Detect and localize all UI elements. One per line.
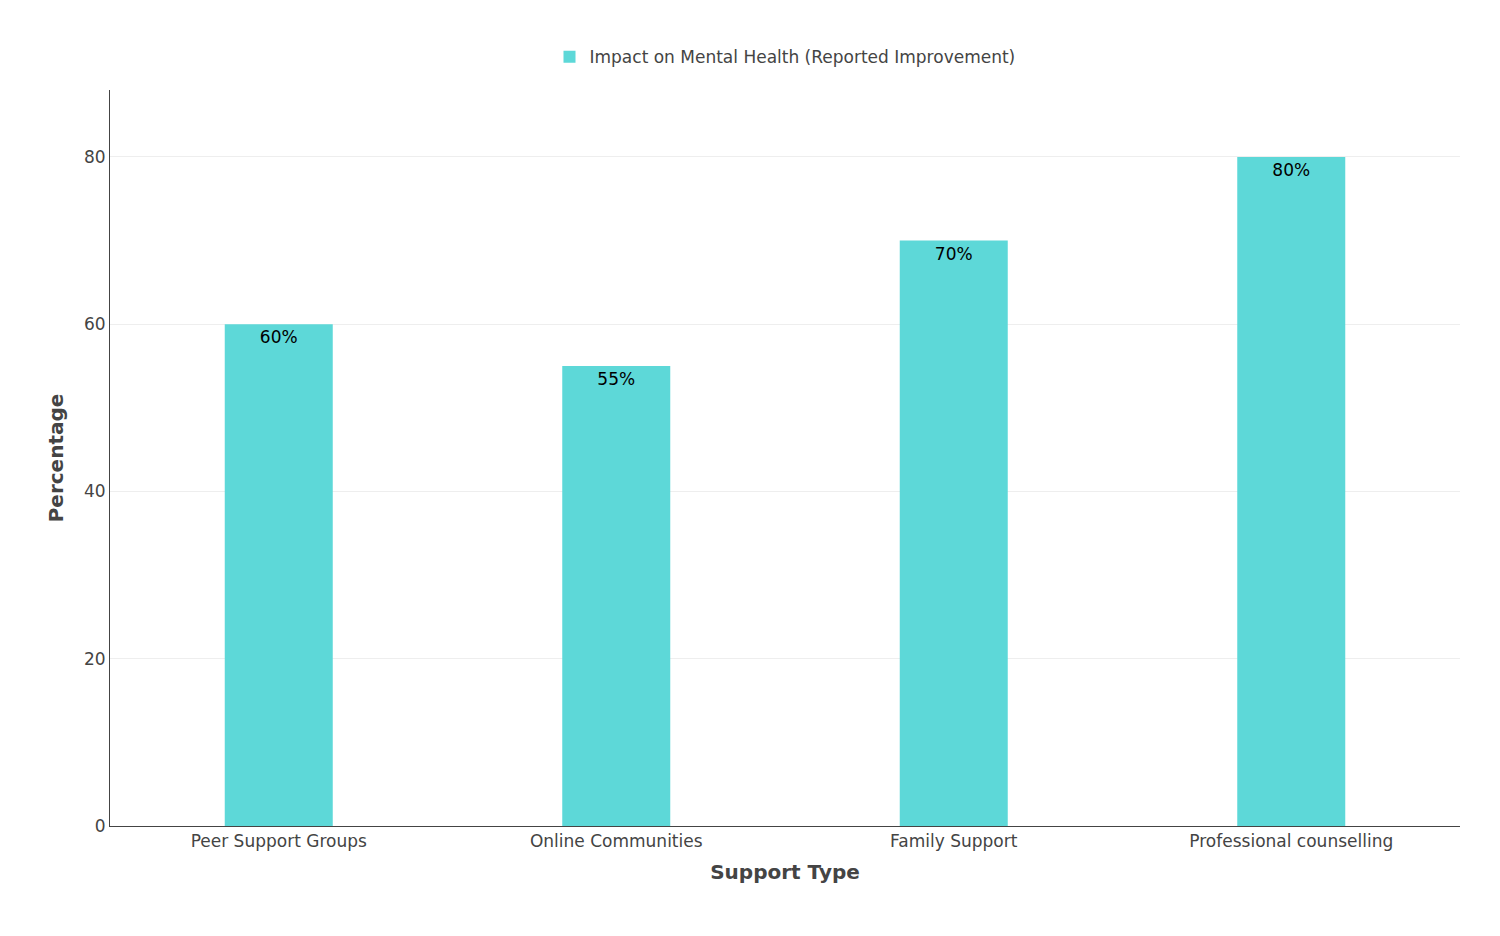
svg-text:55%: 55%	[597, 369, 635, 389]
svg-text:60%: 60%	[260, 327, 298, 347]
svg-text:0: 0	[95, 816, 106, 836]
svg-text:20: 20	[84, 649, 106, 669]
svg-text:60: 60	[84, 314, 106, 334]
svg-text:Online Communities: Online Communities	[530, 831, 703, 851]
svg-text:80: 80	[84, 147, 106, 167]
svg-text:Peer Support Groups: Peer Support Groups	[191, 831, 367, 851]
svg-text:Impact on Mental Health (Repor: Impact on Mental Health (Reported Improv…	[590, 47, 1016, 67]
svg-text:Percentage: Percentage	[44, 394, 68, 523]
svg-text:70%: 70%	[935, 244, 973, 264]
svg-text:80%: 80%	[1272, 160, 1310, 180]
svg-text:Family Support: Family Support	[890, 831, 1018, 851]
svg-text:Support Type: Support Type	[710, 860, 860, 884]
svg-text:40: 40	[84, 481, 106, 501]
svg-text:Professional counselling: Professional counselling	[1189, 831, 1393, 851]
